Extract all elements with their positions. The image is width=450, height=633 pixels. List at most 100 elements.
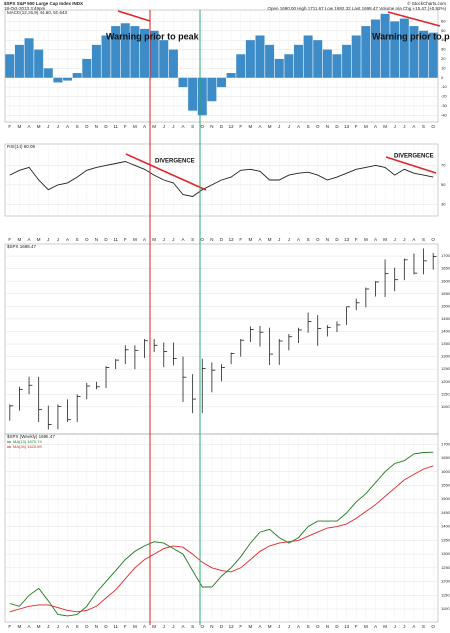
y-tick-label: 1650 <box>441 266 450 271</box>
y-tick-label: 1100 <box>441 606 450 611</box>
histogram-bar <box>274 58 284 78</box>
histogram-bar <box>178 77 188 88</box>
histogram-bar <box>361 26 371 78</box>
x-tick-label: J <box>172 237 174 242</box>
x-tick-label: N <box>326 624 329 629</box>
histogram-bar <box>216 77 227 88</box>
histogram-bar <box>265 44 275 78</box>
y-tick-label: 1700 <box>441 441 450 446</box>
x-tick-label: A <box>297 124 300 129</box>
x-tick-label: F <box>124 237 127 242</box>
x-tick-label: A <box>412 624 415 629</box>
x-tick-label: S <box>422 624 425 629</box>
x-tick-label: J <box>288 624 290 629</box>
x-tick-label: J <box>394 624 396 629</box>
y-tick-label: 1400 <box>441 524 450 529</box>
x-tick-label: M <box>152 124 156 129</box>
x-tick-label: S <box>76 124 79 129</box>
x-tick-label: S <box>191 237 194 242</box>
annotation: DIVERGENCE <box>394 154 434 160</box>
x-tick-label: J <box>163 124 165 129</box>
x-tick-label: S <box>307 237 310 242</box>
histogram-bar <box>34 49 44 78</box>
x-tick-label: F <box>239 124 242 129</box>
y-tick-label: 1150 <box>441 391 450 396</box>
x-tick-label: S <box>191 624 194 629</box>
histogram-bar <box>53 77 63 83</box>
x-tick-label: M <box>37 237 41 242</box>
y-tick-label: 1300 <box>441 354 450 359</box>
histogram-bar <box>409 26 419 78</box>
histogram-bar <box>197 77 207 116</box>
histogram-bar <box>14 44 24 78</box>
x-tick-label: N <box>95 237 98 242</box>
y-tick-label: 1150 <box>441 592 450 597</box>
y-tick-label: 1450 <box>441 510 450 515</box>
x-tick-label: A <box>182 237 185 242</box>
x-tick-label: F <box>124 124 127 129</box>
y-tick-label: -20 <box>441 94 448 99</box>
histogram-bar <box>284 54 294 78</box>
x-tick-label: S <box>307 624 310 629</box>
x-tick-label: D <box>335 124 339 129</box>
panel-label: RSI(14) 60.09 <box>7 144 36 149</box>
legend-label: MA(34) 1620.89 <box>13 444 42 449</box>
y-tick-label: 1350 <box>441 341 450 346</box>
x-tick-label: F <box>124 624 127 629</box>
x-tick-label: M <box>248 124 252 129</box>
x-tick-label: N <box>95 624 98 629</box>
y-tick-label: 1550 <box>441 482 450 487</box>
x-tick-label: M <box>18 124 22 129</box>
x-tick-label: N <box>326 124 329 129</box>
x-tick-label: D <box>104 237 108 242</box>
x-tick-label: F <box>8 237 11 242</box>
x-tick-label: M <box>364 624 368 629</box>
histogram-bar <box>207 77 217 102</box>
x-tick-label: F <box>8 624 11 629</box>
x-tick-label: 12 <box>229 624 235 629</box>
x-tick-label: M <box>18 237 22 242</box>
x-tick-label: J <box>394 237 396 242</box>
x-tick-label: O <box>316 237 320 242</box>
x-tick-label: A <box>374 237 377 242</box>
x-tick-label: J <box>278 237 280 242</box>
x-tick-label: D <box>220 237 224 242</box>
x-tick-label: M <box>133 237 137 242</box>
y-tick-label: -30 <box>441 103 448 108</box>
y-tick-label: -40 <box>441 112 448 117</box>
histogram-bar <box>226 73 236 78</box>
histogram-bar <box>91 44 101 78</box>
histogram-bar <box>188 77 198 111</box>
y-tick-label: 1400 <box>441 329 450 334</box>
x-tick-label: N <box>326 237 329 242</box>
annotation: DIVERGENCE <box>155 159 195 165</box>
y-tick-label: 30 <box>441 201 446 206</box>
x-tick-label: J <box>288 237 290 242</box>
x-tick-label: F <box>8 124 11 129</box>
histogram-bar <box>120 23 130 78</box>
x-tick-label: F <box>355 237 358 242</box>
x-tick-label: M <box>248 237 252 242</box>
x-tick-label: M <box>152 624 156 629</box>
x-tick-label: 12 <box>229 124 235 129</box>
x-tick-label: A <box>143 237 146 242</box>
trend-line <box>117 10 151 22</box>
histogram-bar <box>140 28 150 78</box>
x-tick-label: S <box>191 124 194 129</box>
x-tick-label: 12 <box>229 237 235 242</box>
histogram-bar <box>149 30 159 78</box>
x-tick-label: M <box>268 624 272 629</box>
x-tick-label: O <box>316 624 320 629</box>
x-tick-label: A <box>258 624 261 629</box>
x-tick-label: M <box>364 124 368 129</box>
x-tick-label: F <box>239 237 242 242</box>
x-tick-label: J <box>47 124 49 129</box>
x-tick-label: A <box>66 237 69 242</box>
histogram-bar <box>370 19 380 78</box>
series-line <box>9 161 434 197</box>
trend-line <box>385 156 437 174</box>
x-tick-label: J <box>278 124 280 129</box>
panel-label: $SPX 1698.47 <box>7 244 37 249</box>
histogram-bar <box>380 13 390 78</box>
x-tick-label: M <box>37 124 41 129</box>
